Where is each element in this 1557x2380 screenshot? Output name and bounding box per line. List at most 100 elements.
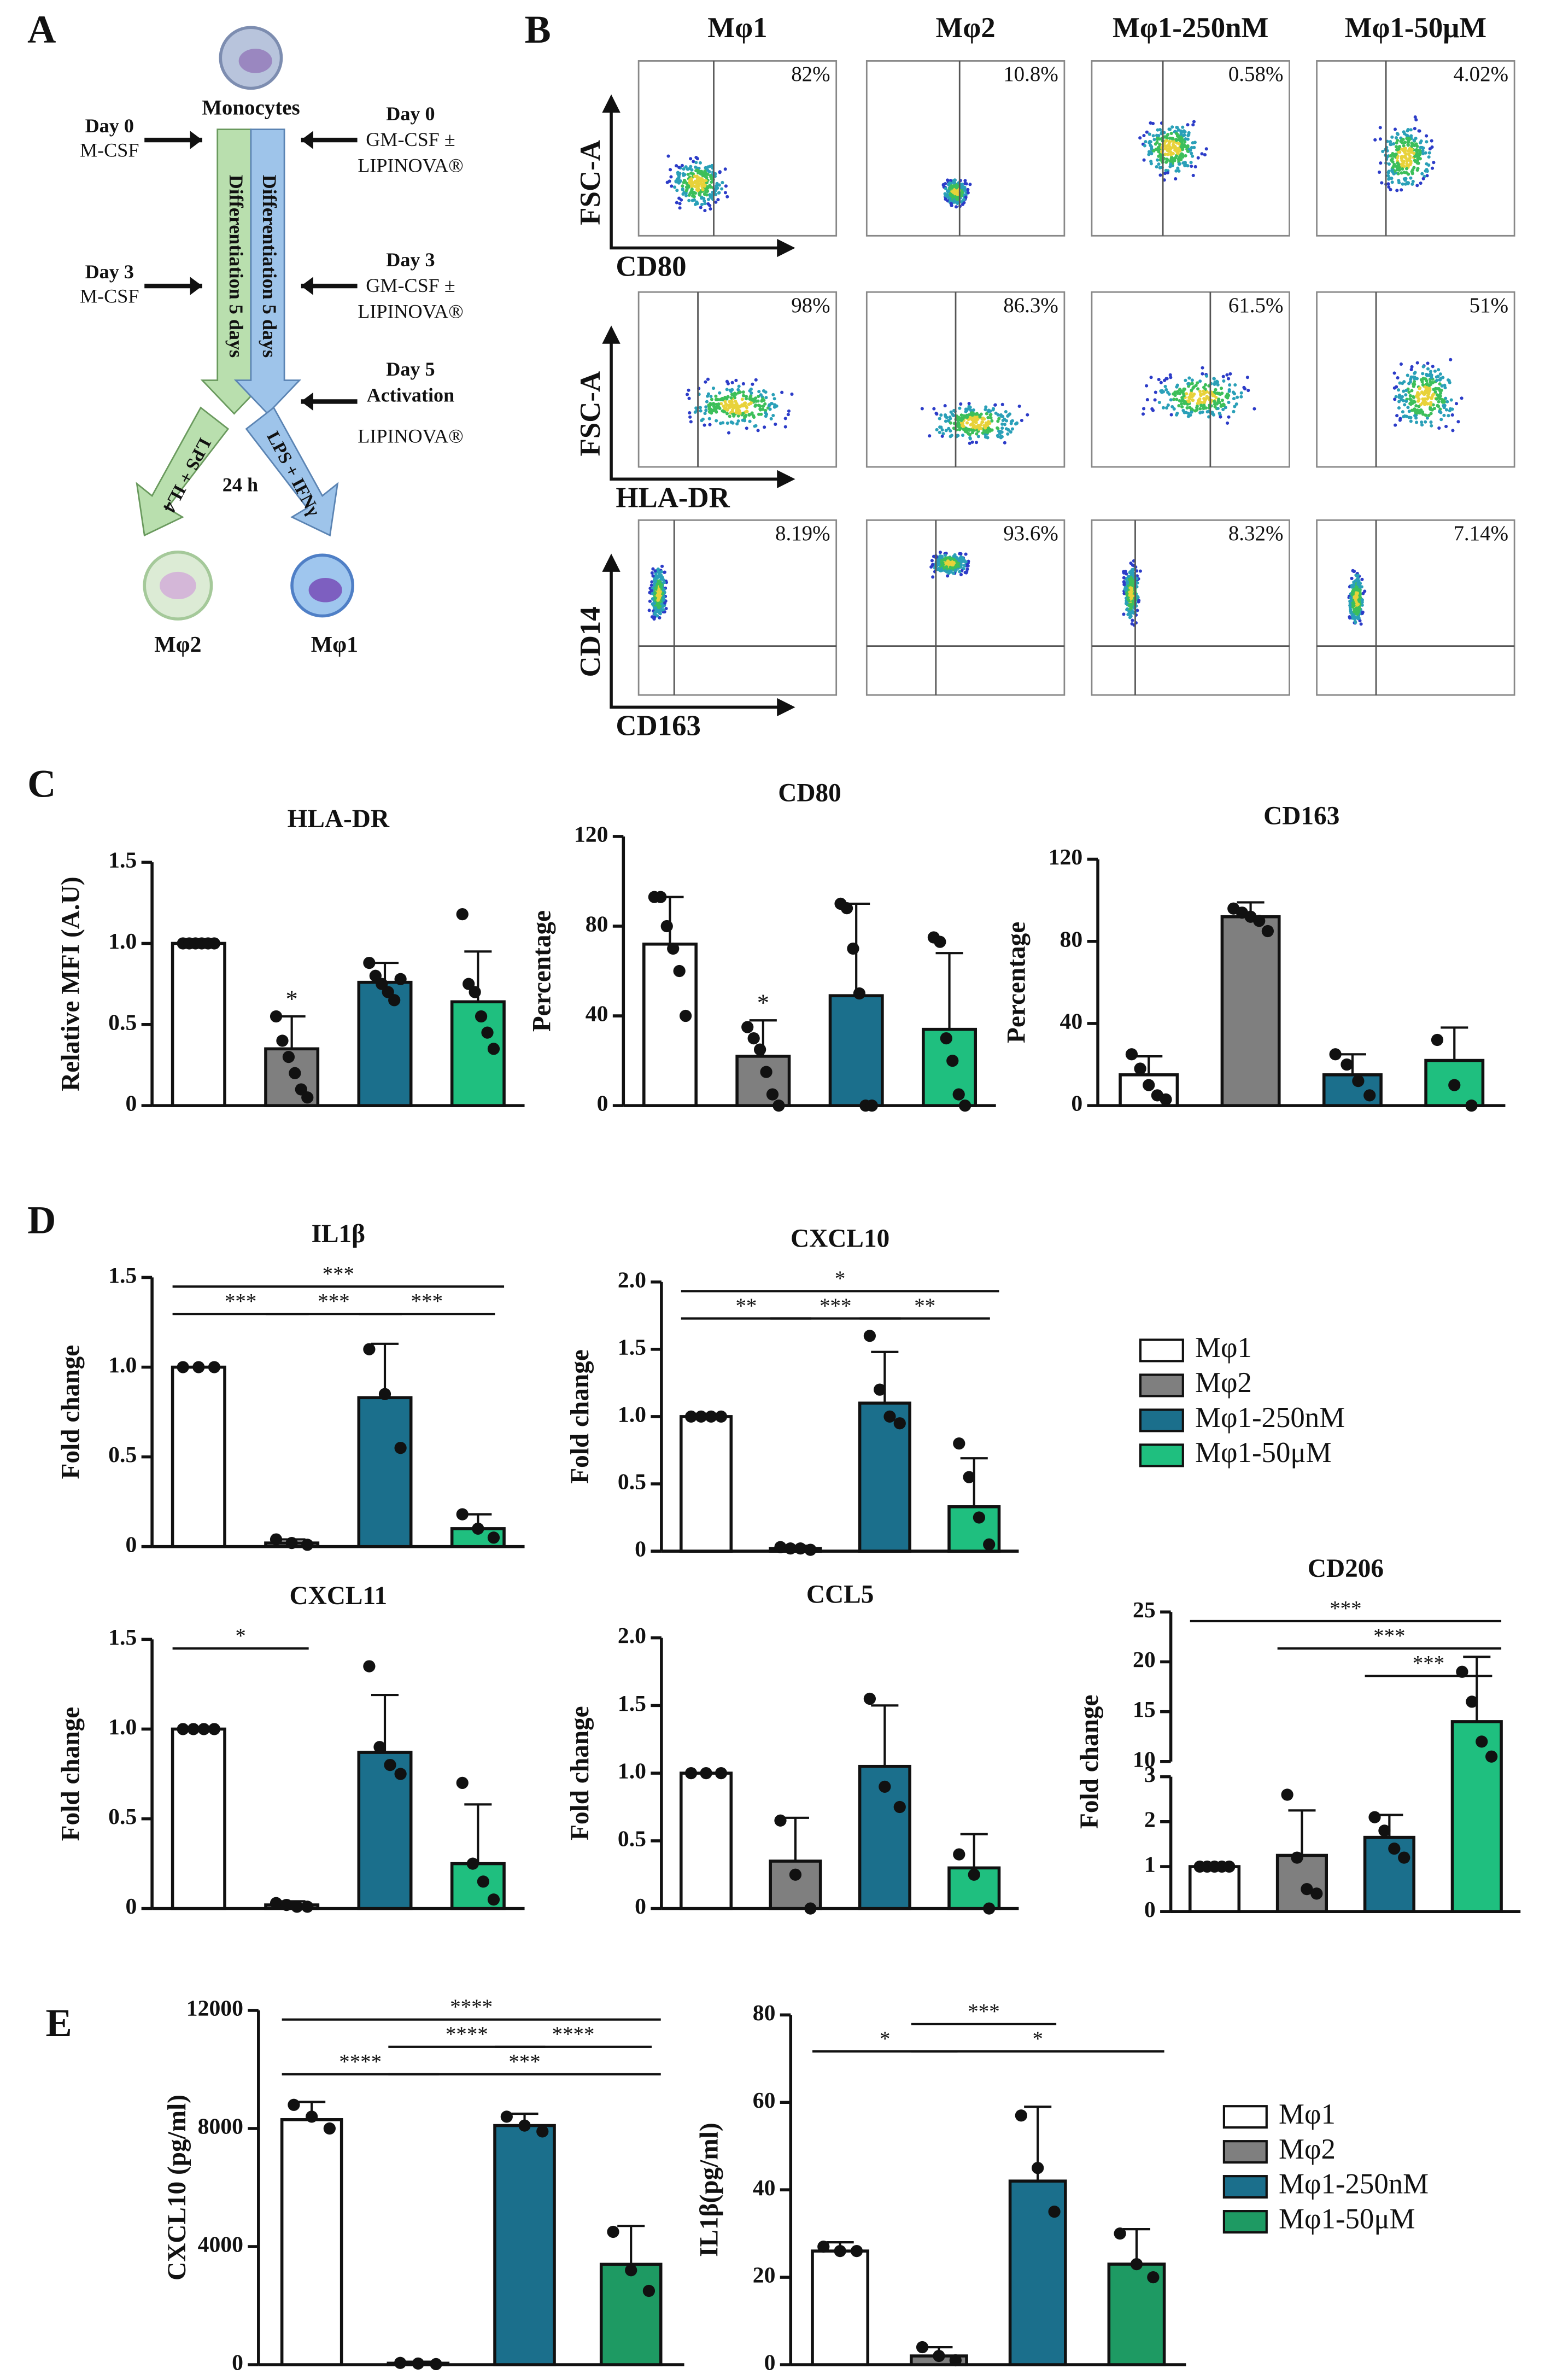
event-dot — [699, 206, 703, 209]
event-dot — [1163, 378, 1167, 382]
event-dot — [711, 402, 715, 406]
event-dot — [658, 594, 662, 598]
event-dot — [1179, 139, 1183, 143]
event-dot — [984, 408, 987, 412]
event-dot — [1410, 389, 1414, 393]
event-dot — [704, 179, 707, 183]
event-dot — [1130, 582, 1134, 586]
event-dot — [714, 397, 718, 401]
event-dot — [953, 200, 957, 204]
event-dot — [968, 432, 972, 436]
legend-label: Mφ1-50μM — [1195, 1437, 1332, 1469]
event-dot — [660, 564, 664, 568]
data-point — [607, 2225, 619, 2238]
significance-label: *** — [1413, 1652, 1444, 1675]
event-dot — [703, 202, 707, 206]
event-dot — [1435, 378, 1439, 382]
event-dot — [1227, 377, 1231, 381]
event-dot — [718, 391, 722, 395]
left-arrow-label: Differentiation 5 days — [225, 175, 247, 358]
event-dot — [1006, 413, 1011, 417]
event-dot — [959, 413, 963, 417]
event-dot — [1393, 127, 1397, 131]
event-dot — [1353, 617, 1357, 621]
event-dot — [984, 405, 988, 409]
event-dot — [1400, 397, 1403, 401]
event-dot — [1395, 141, 1398, 145]
event-dot — [761, 404, 765, 408]
event-dot — [1179, 157, 1183, 161]
y-tick-label: 0 — [764, 2350, 776, 2376]
flow-axis-head — [602, 325, 621, 344]
event-dot — [687, 388, 690, 392]
flow-axis — [610, 337, 783, 481]
event-dot — [708, 423, 712, 426]
event-dot — [937, 566, 941, 571]
event-dot — [1185, 406, 1189, 410]
event-dot — [1412, 138, 1416, 142]
event-dot — [684, 165, 688, 169]
event-dot — [1392, 371, 1396, 375]
event-dot — [968, 441, 971, 445]
y-tick-label: 0.5 — [618, 1470, 646, 1495]
event-dot — [1391, 152, 1395, 156]
event-dot — [1179, 131, 1183, 135]
event-dot — [1004, 427, 1008, 431]
event-dot — [941, 563, 945, 567]
event-dot — [1359, 622, 1363, 626]
significance-label: **** — [339, 2050, 382, 2073]
event-dot — [989, 416, 993, 420]
y-tick-label: 1 — [1144, 1852, 1156, 1878]
event-dot — [1411, 179, 1415, 184]
event-dot — [965, 416, 969, 419]
flow-axis-head — [777, 470, 795, 488]
significance-label: **** — [552, 2022, 595, 2046]
event-dot — [1154, 390, 1157, 394]
flow-plot-frame — [1316, 519, 1515, 696]
data-point — [487, 1043, 500, 1055]
flow-percent: 10.8% — [1003, 62, 1058, 86]
event-dot — [1433, 369, 1437, 373]
event-dot — [1460, 396, 1464, 400]
event-dot — [648, 590, 652, 594]
data-point — [840, 902, 853, 915]
event-dot — [1426, 367, 1430, 371]
event-dot — [1129, 562, 1133, 565]
event-dot — [959, 572, 963, 576]
event-dot — [1217, 391, 1221, 395]
event-dot — [1167, 392, 1171, 396]
event-dot — [771, 393, 775, 396]
event-dot — [1181, 155, 1185, 159]
event-dot — [790, 392, 794, 396]
significance-label: * — [1032, 2027, 1043, 2051]
data-point — [177, 1723, 189, 1735]
event-dot — [965, 427, 969, 431]
event-dot — [1378, 137, 1382, 141]
event-dot — [1003, 423, 1006, 426]
event-dot — [662, 581, 666, 584]
event-dot — [647, 609, 651, 612]
event-dot — [1398, 150, 1402, 154]
event-dot — [735, 422, 739, 426]
event-dot — [965, 570, 969, 574]
event-dot — [1413, 371, 1416, 375]
event-dot — [1219, 387, 1224, 390]
event-dot — [745, 426, 748, 430]
event-dot — [1387, 169, 1391, 173]
event-dot — [940, 434, 944, 438]
data-point — [177, 1361, 189, 1373]
event-dot — [1411, 382, 1415, 386]
event-dot — [1406, 127, 1410, 132]
data-point — [270, 1897, 283, 1909]
event-dot — [983, 426, 987, 430]
event-dot — [737, 411, 741, 415]
event-dot — [1192, 120, 1196, 124]
event-dot — [662, 595, 666, 599]
event-dot — [1190, 378, 1194, 382]
event-dot — [698, 179, 701, 183]
event-dot — [783, 417, 787, 420]
y-tick-label: 0 — [125, 1532, 137, 1557]
event-dot — [959, 552, 963, 556]
event-dot — [709, 407, 712, 411]
event-dot — [996, 426, 1000, 431]
